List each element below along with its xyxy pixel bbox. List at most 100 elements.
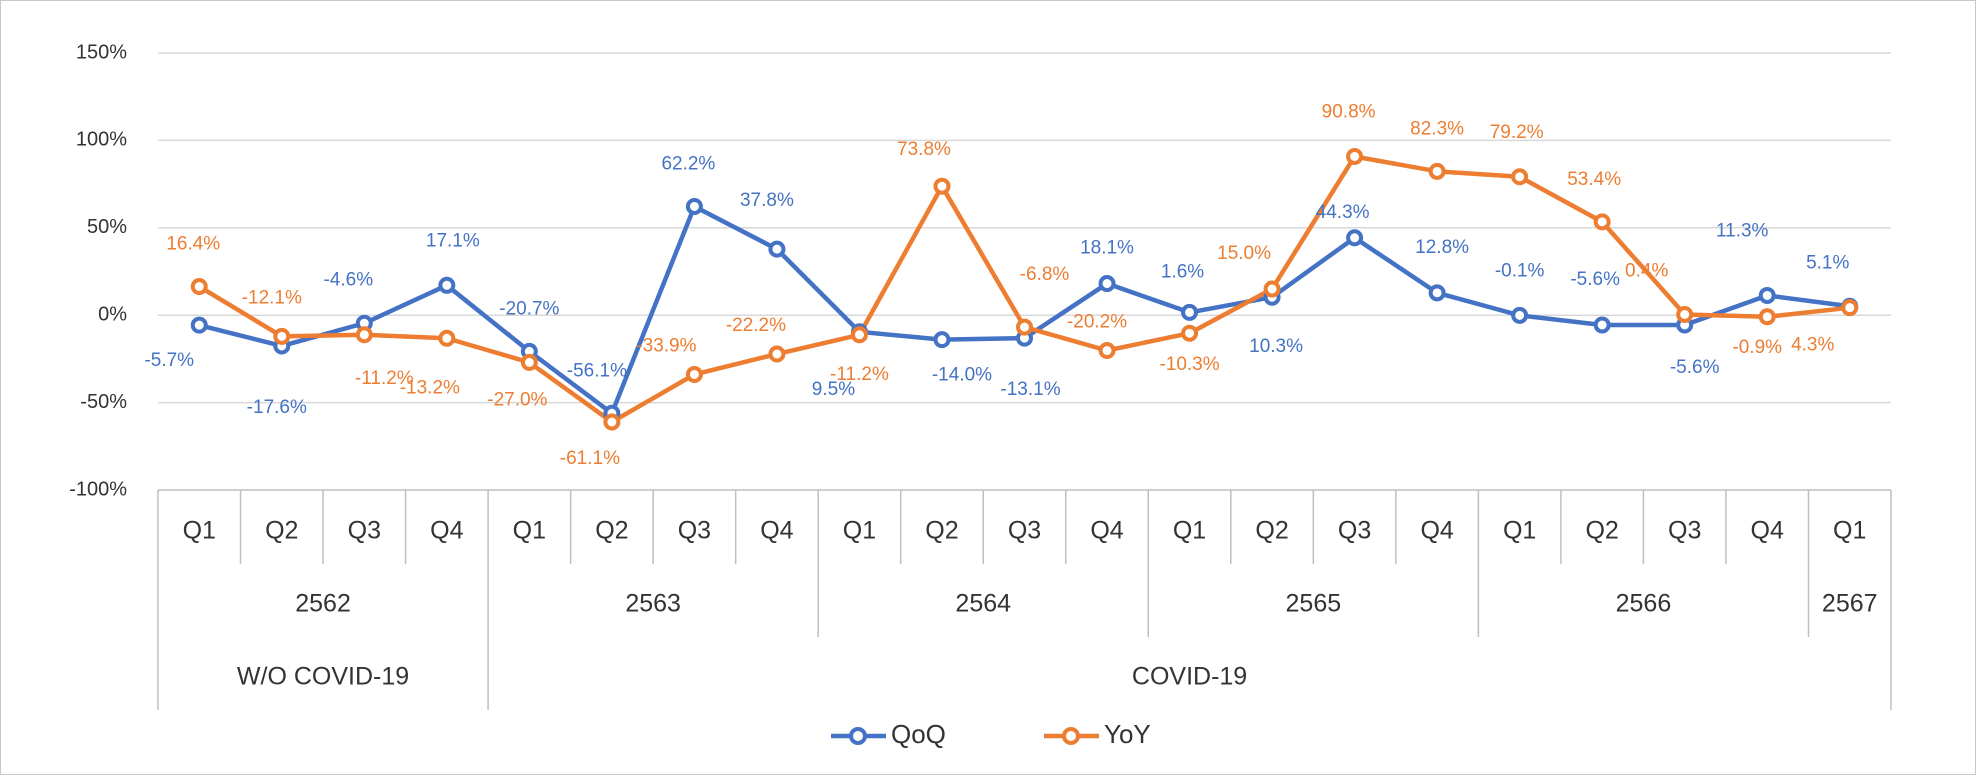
quarter-label: Q1 — [183, 517, 216, 545]
quarter-label: Q1 — [1503, 517, 1536, 545]
quarter-label: Q4 — [430, 517, 463, 545]
data-point-qoq — [1098, 275, 1116, 293]
data-point-yoy — [438, 329, 456, 347]
data-label-yoy: 82.3% — [1410, 118, 1464, 139]
data-label-yoy: 90.8% — [1322, 101, 1376, 122]
data-label-qoq: 5.1% — [1806, 252, 1849, 273]
data-point-yoy — [1758, 308, 1776, 326]
data-point-yoy — [1676, 306, 1694, 324]
data-label-qoq: -13.1% — [1000, 379, 1060, 400]
data-label-qoq: 62.2% — [661, 153, 715, 174]
data-label-yoy: 15.0% — [1217, 243, 1271, 264]
data-point-qoq — [933, 331, 951, 349]
data-label-yoy: 53.4% — [1567, 169, 1621, 190]
data-point-yoy — [1098, 342, 1116, 360]
year-label: 2566 — [1616, 590, 1672, 618]
data-point-yoy — [603, 413, 621, 431]
quarter-label: Q1 — [843, 517, 876, 545]
quarter-label: Q2 — [265, 517, 298, 545]
data-point-yoy — [273, 327, 291, 345]
data-label-qoq: 10.3% — [1249, 336, 1303, 357]
data-label-qoq: -14.0% — [932, 365, 992, 386]
data-label-yoy: -22.2% — [726, 315, 786, 336]
legend-marker-qoq — [849, 727, 867, 745]
quarter-label: Q4 — [1420, 517, 1453, 545]
y-tick-label: -100% — [69, 478, 127, 500]
quarter-label: Q3 — [1008, 517, 1041, 545]
quarter-label: Q1 — [513, 517, 546, 545]
quarter-label: Q2 — [1585, 517, 1618, 545]
quarter-label: Q2 — [1255, 517, 1288, 545]
quarter-label: Q3 — [678, 517, 711, 545]
data-point-yoy — [355, 326, 373, 344]
data-label-qoq: -17.6% — [247, 397, 307, 418]
data-point-qoq — [685, 197, 703, 215]
data-label-yoy: -11.2% — [355, 368, 414, 389]
period-label: W/O COVID-19 — [237, 663, 409, 691]
data-point-yoy — [1346, 147, 1364, 165]
year-label: 2565 — [1286, 590, 1342, 618]
year-label: 2563 — [625, 590, 681, 618]
data-label-qoq: -20.7% — [499, 298, 559, 319]
quarter-label: Q1 — [1173, 517, 1206, 545]
data-point-yoy — [190, 278, 208, 296]
data-point-qoq — [1758, 286, 1776, 304]
data-label-qoq: -0.1% — [1495, 260, 1545, 281]
data-point-yoy — [520, 353, 538, 371]
data-point-yoy — [1181, 324, 1199, 342]
data-label-yoy: -12.1% — [242, 287, 302, 308]
quarter-label: Q3 — [1338, 517, 1371, 545]
data-label-yoy: -33.9% — [636, 335, 696, 356]
data-point-yoy — [1263, 280, 1281, 298]
y-tick-label: 0% — [98, 303, 127, 325]
data-label-yoy: -20.2% — [1067, 312, 1127, 333]
quarter-label: Q2 — [925, 517, 958, 545]
data-label-yoy: 4.3% — [1791, 335, 1834, 356]
data-point-qoq — [190, 316, 208, 334]
data-label-yoy: -13.2% — [400, 377, 460, 398]
quarter-label: Q4 — [1090, 517, 1123, 545]
data-label-qoq: 17.1% — [426, 230, 480, 251]
year-label: 2567 — [1822, 590, 1878, 618]
data-point-qoq — [1593, 316, 1611, 334]
data-label-yoy: -61.1% — [560, 448, 620, 469]
quarter-label: Q1 — [1833, 517, 1866, 545]
y-tick-label: 150% — [76, 41, 127, 63]
data-point-yoy — [1428, 162, 1446, 180]
data-label-qoq: 9.5% — [812, 379, 855, 400]
y-tick-label: 50% — [87, 216, 127, 238]
data-label-qoq: 18.1% — [1080, 238, 1134, 259]
legend-marker-yoy — [1062, 727, 1080, 745]
data-point-yoy — [1016, 318, 1033, 336]
y-tick-label: -50% — [80, 391, 127, 413]
data-label-qoq: 1.6% — [1161, 261, 1204, 282]
data-point-yoy — [1841, 299, 1859, 317]
data-point-yoy — [850, 326, 868, 344]
data-label-qoq: -5.6% — [1670, 357, 1720, 378]
period-label: COVID-19 — [1132, 663, 1247, 691]
data-point-qoq — [438, 276, 456, 294]
data-label-yoy: -6.8% — [1020, 264, 1070, 285]
quarter-label: Q3 — [1668, 517, 1701, 545]
data-label-qoq: -5.6% — [1570, 269, 1620, 290]
data-label-qoq: 44.3% — [1316, 202, 1370, 223]
data-label-yoy: -27.0% — [487, 389, 547, 410]
data-label-yoy: -11.2% — [830, 364, 889, 385]
data-label-yoy: 16.4% — [166, 234, 220, 255]
data-label-yoy: 79.2% — [1490, 122, 1544, 143]
data-label-yoy: 0.4% — [1625, 261, 1668, 282]
quarter-label: Q2 — [595, 517, 628, 545]
data-label-qoq: -56.1% — [567, 360, 627, 381]
data-point-qoq — [1346, 229, 1364, 247]
year-label: 2562 — [295, 590, 351, 618]
data-label-qoq: 37.8% — [740, 190, 794, 211]
data-label-yoy: 73.8% — [897, 139, 951, 160]
data-label-qoq: -4.6% — [323, 269, 373, 290]
data-point-yoy — [1511, 168, 1529, 186]
data-label-yoy: -0.9% — [1732, 337, 1782, 358]
data-label-qoq: 11.3% — [1716, 220, 1769, 241]
data-point-qoq — [1511, 306, 1529, 324]
data-point-yoy — [768, 345, 786, 363]
